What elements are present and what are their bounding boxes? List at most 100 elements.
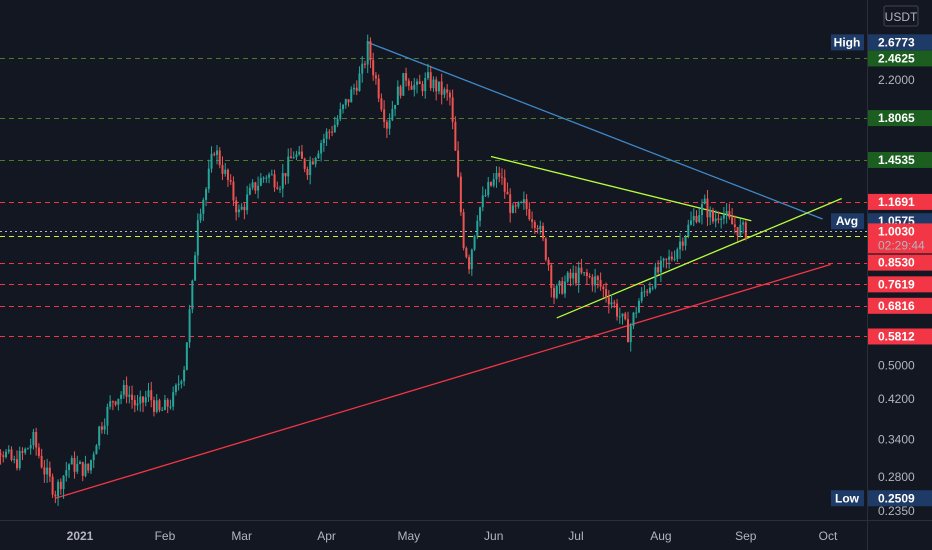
candle-body xyxy=(374,75,377,79)
candle-body xyxy=(706,198,709,218)
candle-body xyxy=(651,287,654,289)
candle-body xyxy=(155,400,158,412)
candle-body xyxy=(531,219,534,223)
candle-body xyxy=(100,426,103,430)
avg-tag-label: Avg xyxy=(836,214,858,228)
level-badge-box xyxy=(868,297,932,314)
candle-body xyxy=(572,272,575,279)
price-tick-label: 0.4200 xyxy=(878,392,915,406)
candle-body xyxy=(226,169,229,180)
candle-body xyxy=(150,390,153,401)
candle-body xyxy=(147,390,150,398)
candle-body xyxy=(684,236,687,246)
candle-body xyxy=(237,209,240,213)
candle-body xyxy=(103,425,106,430)
candle-body xyxy=(185,342,188,370)
candle-body xyxy=(361,63,364,74)
price-axis[interactable]: 0.2350 0.2800 0.3400 0.4200 0.5000 2.2000 xyxy=(878,73,915,518)
candle-body xyxy=(92,454,95,461)
candle-body xyxy=(490,182,492,186)
candle-body xyxy=(213,153,216,155)
candle-body xyxy=(484,195,487,197)
candle-body xyxy=(725,211,728,215)
candle-body xyxy=(503,177,506,192)
candle-body xyxy=(448,92,451,98)
low-badge-box xyxy=(868,490,932,507)
candle-body xyxy=(599,280,602,287)
candle-body xyxy=(421,84,424,92)
candle-body xyxy=(654,267,657,288)
candle-body xyxy=(210,153,213,169)
candle-body xyxy=(48,467,51,477)
candle-body xyxy=(259,178,262,186)
candle-body xyxy=(547,259,550,266)
candle-body xyxy=(224,169,227,174)
candle-body xyxy=(383,109,386,123)
candle-body xyxy=(690,220,693,225)
candle-body xyxy=(43,467,46,475)
currency-label-box[interactable] xyxy=(883,5,919,27)
candle-body xyxy=(281,173,284,189)
candle-body xyxy=(106,406,109,426)
candle-body xyxy=(109,401,112,407)
time-tick-label: Jul xyxy=(568,529,583,543)
candle-body xyxy=(687,224,690,237)
candle-body xyxy=(454,121,457,151)
trendline xyxy=(367,41,823,220)
candle-body xyxy=(413,84,416,90)
candle-body xyxy=(536,227,539,230)
candle-body xyxy=(498,172,501,177)
candle-body xyxy=(585,272,588,277)
candle-body xyxy=(676,249,679,259)
candle-body xyxy=(262,177,265,179)
time-axis[interactable]: 2021 Feb Mar Apr May Jun Jul Aug Sep Oct xyxy=(67,529,838,543)
candle-body xyxy=(276,187,279,189)
candle-body xyxy=(643,291,646,293)
candle-body xyxy=(731,217,734,225)
candle-body xyxy=(520,202,523,204)
candle-body xyxy=(35,431,38,448)
time-tick-label: Apr xyxy=(317,529,336,543)
candle-body xyxy=(577,267,580,284)
candle-body xyxy=(583,272,586,274)
candle-body xyxy=(122,384,125,395)
candle-body xyxy=(473,235,476,250)
candle-body xyxy=(440,81,443,95)
candle-body xyxy=(300,151,303,159)
candle-body xyxy=(18,451,21,469)
candle-body xyxy=(62,475,65,490)
candle-body xyxy=(205,189,208,200)
current-price-countdown: 02:29:44 xyxy=(878,238,925,252)
trendline xyxy=(556,197,842,319)
candle-body xyxy=(640,291,643,301)
candle-body xyxy=(292,157,295,159)
candle-body xyxy=(437,81,440,92)
candle-body xyxy=(542,225,545,239)
candle-body xyxy=(544,238,547,260)
level-badge-value: 2.4625 xyxy=(878,51,915,65)
candle-body xyxy=(580,267,583,273)
candle-body xyxy=(350,89,353,103)
candle-body xyxy=(363,63,366,65)
time-tick-label: Sep xyxy=(735,529,757,543)
candle-body xyxy=(594,276,597,286)
candle-body xyxy=(144,397,147,403)
candle-body xyxy=(347,99,350,103)
candle-body xyxy=(511,205,514,213)
candle-body xyxy=(517,202,520,207)
candle-body xyxy=(32,431,35,446)
candle-body xyxy=(470,249,473,270)
candle-body xyxy=(405,73,408,81)
candle-body xyxy=(522,199,525,203)
candle-body xyxy=(366,41,369,65)
candle-body xyxy=(637,300,640,313)
candle-body xyxy=(68,464,71,471)
currency-label: USDT xyxy=(885,10,918,24)
level-badge-box xyxy=(868,193,932,210)
candle-body xyxy=(416,81,419,85)
candle-body xyxy=(270,174,273,176)
candle-body xyxy=(446,89,449,93)
candle-body xyxy=(714,218,717,222)
candle-body xyxy=(54,494,57,497)
